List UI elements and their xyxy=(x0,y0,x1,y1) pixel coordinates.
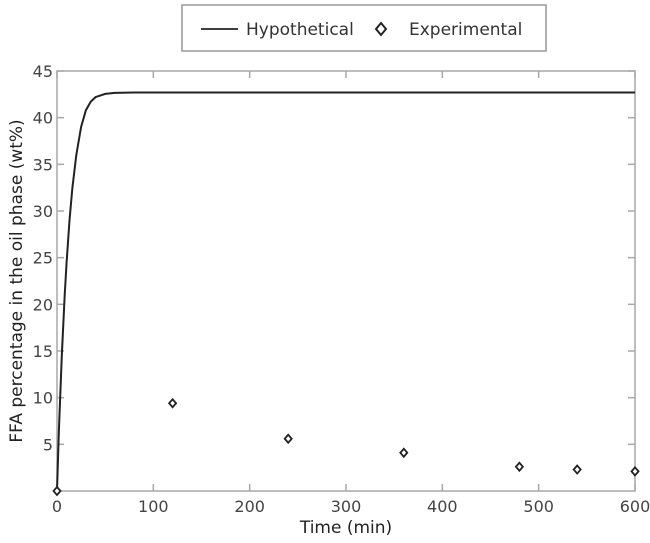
x-tick-label: 600 xyxy=(620,497,650,516)
y-tick-label: 10 xyxy=(33,389,53,408)
y-tick-label: 15 xyxy=(33,342,53,361)
data-point-diamond-icon xyxy=(514,461,525,473)
y-axis: 5 10 15 20 25 30 35 40 45 xyxy=(33,62,635,454)
legend: Hypothetical Experimental xyxy=(181,4,547,52)
data-point-diamond-icon xyxy=(630,466,640,477)
y-tick-label: 30 xyxy=(33,202,53,221)
y-tick-label: 25 xyxy=(33,249,53,268)
y-axis-label: FFA percentage in the oil phase (wt%) xyxy=(7,119,27,442)
y-tick-label: 5 xyxy=(43,435,53,454)
legend-label-hypothetical: Hypothetical xyxy=(246,20,354,40)
x-tick-label: 100 xyxy=(138,497,169,516)
data-point-diamond-icon xyxy=(572,464,582,475)
y-tick-label: 35 xyxy=(33,155,53,174)
data-point-diamond-icon xyxy=(52,485,62,497)
y-tick-label: 20 xyxy=(33,295,53,314)
hypothetical-series-line xyxy=(56,91,635,492)
data-point-diamond-icon xyxy=(283,433,293,445)
plot-area xyxy=(56,70,636,492)
data-point-diamond-icon xyxy=(399,447,409,459)
x-axis-label: Time (min) xyxy=(299,518,392,538)
x-tick-label: 0 xyxy=(52,497,62,516)
x-axis: 0 100 200 300 400 500 600 xyxy=(52,71,650,516)
x-tick-label: 300 xyxy=(331,497,362,516)
diamond-icon xyxy=(374,21,388,37)
data-point-diamond-icon xyxy=(167,397,178,409)
experimental-series-markers xyxy=(52,397,640,497)
y-tick-label: 45 xyxy=(33,62,53,81)
x-tick-label: 400 xyxy=(427,497,458,516)
x-tick-label: 200 xyxy=(234,497,265,516)
y-tick-label: 40 xyxy=(33,109,53,128)
x-tick-label: 500 xyxy=(523,497,554,516)
legend-label-experimental: Experimental xyxy=(409,20,522,40)
